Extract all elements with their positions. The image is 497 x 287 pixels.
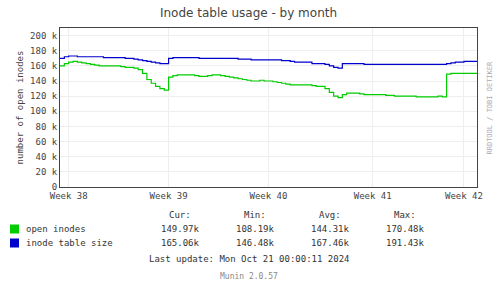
svg-text:191.43k: 191.43k bbox=[386, 238, 425, 248]
svg-text:Max:: Max: bbox=[394, 210, 416, 220]
svg-text:Week 38: Week 38 bbox=[50, 191, 88, 201]
svg-text:Last update: Mon Oct 21 00:00:: Last update: Mon Oct 21 00:00:11 2024 bbox=[149, 254, 349, 264]
svg-text:170.48k: 170.48k bbox=[386, 224, 425, 234]
svg-text:149.97k: 149.97k bbox=[161, 224, 200, 234]
svg-text:200 k: 200 k bbox=[30, 31, 58, 41]
svg-text:167.46k: 167.46k bbox=[311, 238, 350, 248]
svg-text:160 k: 160 k bbox=[30, 61, 58, 71]
svg-text:165.06k: 165.06k bbox=[161, 238, 200, 248]
svg-text:20 k: 20 k bbox=[36, 167, 58, 177]
svg-text:Min:: Min: bbox=[244, 210, 266, 220]
svg-text:number of open inodes: number of open inodes bbox=[15, 51, 25, 165]
svg-text:Cur:: Cur: bbox=[169, 210, 191, 220]
svg-text:Week 42: Week 42 bbox=[445, 191, 483, 201]
svg-text:Week 40: Week 40 bbox=[250, 191, 288, 201]
svg-text:120 k: 120 k bbox=[30, 91, 58, 101]
svg-text:80 k: 80 k bbox=[36, 122, 58, 132]
svg-text:60 k: 60 k bbox=[36, 137, 58, 147]
svg-text:inode table size: inode table size bbox=[26, 238, 113, 248]
svg-text:RRDTOOL / TOBI OETIKER: RRDTOOL / TOBI OETIKER bbox=[486, 61, 494, 155]
svg-text:40 k: 40 k bbox=[36, 152, 58, 162]
svg-text:Munin 2.0.57: Munin 2.0.57 bbox=[220, 272, 278, 281]
svg-text:Avg:: Avg: bbox=[319, 210, 341, 220]
svg-text:open inodes: open inodes bbox=[26, 224, 86, 234]
svg-text:146.48k: 146.48k bbox=[236, 238, 275, 248]
svg-text:180 k: 180 k bbox=[30, 46, 58, 56]
svg-text:0: 0 bbox=[52, 182, 57, 192]
svg-text:144.31k: 144.31k bbox=[311, 224, 350, 234]
svg-text:Inode table usage - by month: Inode table usage - by month bbox=[160, 6, 337, 20]
svg-text:Week 41: Week 41 bbox=[354, 191, 392, 201]
svg-text:100 k: 100 k bbox=[30, 106, 58, 116]
svg-text:108.19k: 108.19k bbox=[236, 224, 275, 234]
svg-text:140 k: 140 k bbox=[30, 76, 58, 86]
svg-text:Week 39: Week 39 bbox=[150, 191, 188, 201]
